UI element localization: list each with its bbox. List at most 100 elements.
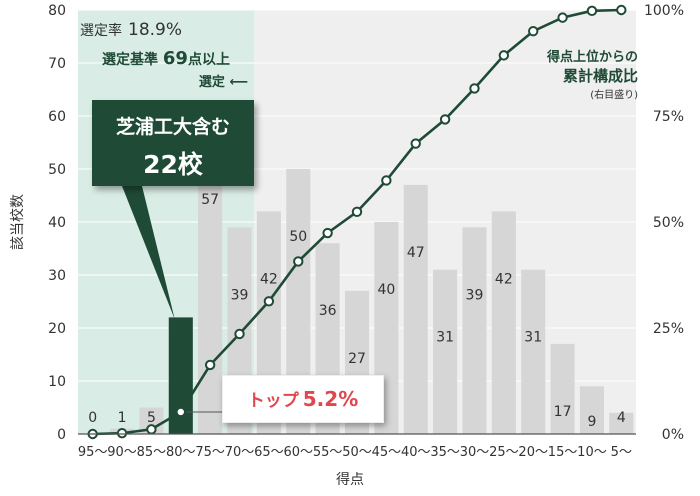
y2-tick-label: 75%: [653, 109, 684, 125]
highlight-callout: 芝浦工大含む 22校: [92, 100, 254, 186]
x-tick-label: 25〜: [489, 445, 519, 460]
bar: [521, 269, 546, 434]
y-tick-label: 10: [48, 374, 66, 390]
line-marker: [322, 227, 333, 239]
selection-rate: 選定率 18.9%: [80, 20, 252, 40]
bar-value-label: 4: [617, 410, 626, 426]
top-percent-callout: トップ 5.2%: [222, 375, 384, 423]
bar-value-label: 47: [407, 245, 425, 261]
bar-value-label: 31: [436, 330, 454, 346]
line-marker: [381, 175, 392, 186]
x-tick-label: 40〜: [401, 445, 431, 460]
x-tick-label: 10〜: [577, 445, 607, 460]
y2-tick-label: 25%: [653, 321, 684, 337]
x-tick-label: 85〜: [137, 445, 167, 460]
line-marker: [293, 256, 304, 267]
selection-rate-value: 18.9%: [128, 20, 183, 40]
cumulative-label-line3: (右目盛り): [590, 90, 638, 101]
y-tick-label: 20: [48, 321, 66, 337]
y2-tick-label: 0%: [662, 427, 684, 443]
selection-criteria: 選定基準 69点以上: [80, 48, 252, 69]
x-tick-label: 15〜: [548, 445, 578, 460]
bar: [433, 269, 458, 434]
criteria-suffix: 点以上: [187, 52, 230, 68]
bar-value-label: 0: [88, 410, 97, 426]
selection-info: 選定率 18.9% 選定基準 69点以上 選定 ⟵: [80, 20, 252, 90]
x-tick-label: 60〜: [283, 445, 313, 460]
line-marker: [204, 359, 216, 371]
y-tick-label: 0: [57, 427, 66, 443]
bar-value-label: 5: [147, 410, 156, 426]
x-tick-label: 70〜: [225, 445, 255, 460]
top-value: 5.2%: [302, 387, 359, 411]
y-tick-label: 80: [48, 3, 66, 19]
y-axis-label: 該当校数: [9, 194, 26, 250]
bar: [579, 386, 604, 434]
bar: [462, 227, 487, 434]
x-tick-label: 35〜: [430, 445, 460, 460]
criteria-prefix: 選定基準: [102, 52, 159, 68]
x-tick-label: 20〜: [518, 445, 548, 460]
line-marker: [586, 5, 598, 17]
x-tick-label: 45〜: [372, 445, 402, 460]
top-label: トップ: [247, 391, 299, 411]
bar-value-label: 17: [554, 404, 572, 420]
x-tick-label: 65〜: [254, 445, 284, 460]
x-tick-label: 5〜: [611, 445, 632, 460]
cumulative-label: 得点上位からの 累計構成比 (右目盛り): [547, 46, 638, 101]
callout-line2: 22校: [143, 150, 203, 179]
criteria-value: 69: [162, 48, 188, 69]
y-tick-label: 50: [48, 162, 66, 178]
bar-value-label: 1: [118, 410, 127, 426]
x-tick-label: 90〜: [107, 445, 137, 460]
bar: [550, 343, 575, 434]
bar-value-label: 40: [377, 282, 395, 298]
y2-tick-label: 100%: [644, 3, 684, 19]
line-marker: [439, 114, 451, 125]
y2-tick-label: 50%: [653, 215, 684, 231]
bar: [491, 211, 516, 434]
x-tick-label: 80〜: [166, 445, 196, 460]
y-tick-label: 30: [48, 268, 66, 284]
bar-value-label: 42: [495, 271, 513, 287]
y-tick-label: 60: [48, 109, 66, 125]
line-marker: [557, 12, 568, 23]
line-marker: [469, 83, 480, 94]
bar-value-label: 31: [524, 330, 542, 346]
line-marker: [351, 206, 363, 218]
x-tick-label: 55〜: [313, 445, 343, 460]
line-marker: [146, 424, 157, 435]
line-marker: [616, 4, 627, 16]
line-marker: [498, 50, 510, 61]
bar-value-label: 57: [201, 192, 219, 208]
x-tick-label: 50〜: [342, 445, 372, 460]
bar-value-label: 9: [587, 414, 596, 430]
line-marker: [263, 296, 275, 307]
line-marker: [234, 328, 245, 340]
x-tick-label: 95〜: [78, 445, 108, 460]
bar-value-label: 42: [260, 271, 278, 287]
bar-value-label: 27: [348, 351, 366, 367]
bar: [403, 184, 428, 434]
line-marker: [116, 427, 128, 439]
y-tick-label: 70: [48, 56, 66, 72]
bar-value-label: 36: [319, 303, 337, 319]
bar: [609, 412, 634, 434]
x-tick-label: 75〜: [195, 445, 225, 460]
line-marker: [528, 26, 539, 37]
cumulative-label-line2: 累計構成比: [562, 67, 638, 85]
y-tick-label: 40: [48, 215, 66, 231]
selection-rate-label: 選定率: [80, 23, 122, 39]
x-axis-label: 得点: [336, 471, 364, 488]
bar-value-label: 39: [231, 287, 249, 303]
line-marker: [410, 138, 421, 149]
bar-value-label: 50: [289, 229, 307, 245]
selected-note: 選定 ⟵: [198, 75, 248, 90]
cumulative-label-line1: 得点上位からの: [546, 50, 638, 65]
callout-line1: 芝浦工大含む: [115, 116, 230, 138]
highlight-marker: [177, 408, 184, 416]
callout-pointer: [122, 186, 175, 320]
x-tick-label: 30〜: [460, 445, 490, 460]
bar-value-label: 39: [466, 287, 484, 303]
